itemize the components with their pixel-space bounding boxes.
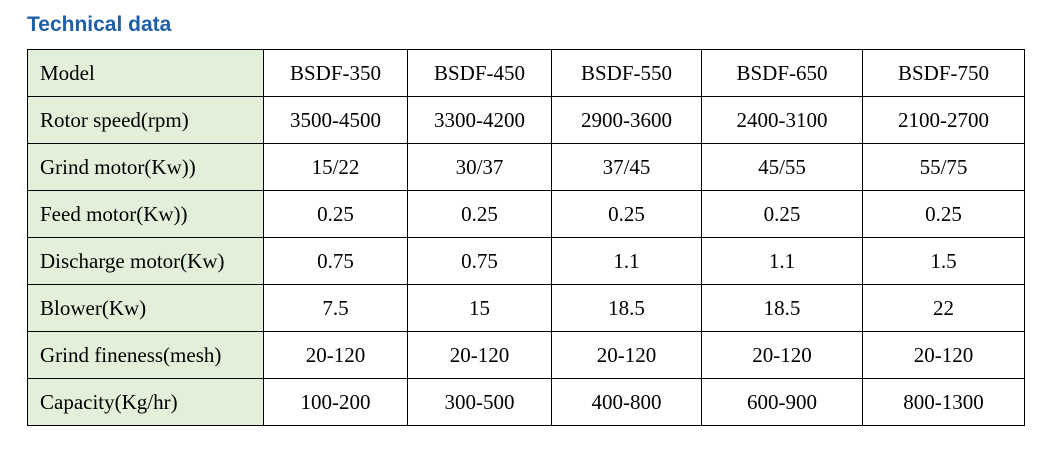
row-label: Blower(Kw) xyxy=(27,284,264,332)
cell: 18.5 xyxy=(701,284,863,332)
cell: 400-800 xyxy=(551,378,702,426)
row-label: Feed motor(Kw)) xyxy=(27,190,264,238)
cell: 20-120 xyxy=(862,331,1025,379)
cell: 20-120 xyxy=(263,331,408,379)
cell: BSDF-650 xyxy=(701,49,863,97)
cell: 20-120 xyxy=(701,331,863,379)
cell: 600-900 xyxy=(701,378,863,426)
cell: BSDF-450 xyxy=(407,49,552,97)
cell: 1.1 xyxy=(551,237,702,285)
cell: BSDF-550 xyxy=(551,49,702,97)
cell: 0.75 xyxy=(263,237,408,285)
cell: 800-1300 xyxy=(862,378,1025,426)
cell: 1.1 xyxy=(701,237,863,285)
cell: 100-200 xyxy=(263,378,408,426)
table-row: Discharge motor(Kw) 0.75 0.75 1.1 1.1 1.5 xyxy=(27,237,1025,285)
row-label: Grind motor(Kw)) xyxy=(27,143,264,191)
cell: 2400-3100 xyxy=(701,96,863,144)
cell: 2900-3600 xyxy=(551,96,702,144)
cell: 300-500 xyxy=(407,378,552,426)
cell: 0.25 xyxy=(263,190,408,238)
row-label: Rotor speed(rpm) xyxy=(27,96,264,144)
cell: BSDF-350 xyxy=(263,49,408,97)
cell: 3500-4500 xyxy=(263,96,408,144)
cell: 0.25 xyxy=(701,190,863,238)
cell: 20-120 xyxy=(407,331,552,379)
table-row: Rotor speed(rpm) 3500-4500 3300-4200 2900-3… xyxy=(27,96,1025,144)
cell: 30/37 xyxy=(407,143,552,191)
row-label: Capacity(Kg/hr) xyxy=(27,378,264,426)
technical-table: Model BSDF-350 BSDF-450 BSDF-550 BSDF-650 BSD… xyxy=(27,49,1025,426)
table-row: Feed motor(Kw)) 0.25 0.25 0.25 0.25 0.25 xyxy=(27,190,1025,238)
cell: 0.25 xyxy=(551,190,702,238)
row-label: Model xyxy=(27,49,264,97)
cell: 0.75 xyxy=(407,237,552,285)
cell: 37/45 xyxy=(551,143,702,191)
table-row: Grind motor(Kw)) 15/22 30/37 37/45 45/55 55/7… xyxy=(27,143,1025,191)
table-row: Blower(Kw) 7.5 15 18.5 18.5 22 xyxy=(27,284,1025,332)
cell: 15 xyxy=(407,284,552,332)
cell: 0.25 xyxy=(407,190,552,238)
table-row: Grind fineness(mesh) 20-120 20-120 20-120 20… xyxy=(27,331,1025,379)
cell: 2100-2700 xyxy=(862,96,1025,144)
title: Technical data xyxy=(27,13,172,36)
cell: 0.25 xyxy=(862,190,1025,238)
cell: BSDF-750 xyxy=(862,49,1025,97)
cell: 45/55 xyxy=(701,143,863,191)
cell: 3300-4200 xyxy=(407,96,552,144)
cell: 18.5 xyxy=(551,284,702,332)
cell: 22 xyxy=(862,284,1025,332)
cell: 1.5 xyxy=(862,237,1025,285)
row-label: Grind fineness(mesh) xyxy=(27,331,264,379)
cell: 7.5 xyxy=(263,284,408,332)
cell: 15/22 xyxy=(263,143,408,191)
cell: 20-120 xyxy=(551,331,702,379)
table-row: Capacity(Kg/hr) 100-200 300-500 400-800 600-… xyxy=(27,378,1025,426)
cell: 55/75 xyxy=(862,143,1025,191)
row-label: Discharge motor(Kw) xyxy=(27,237,264,285)
table-row: Model BSDF-350 BSDF-450 BSDF-550 BSDF-650 BSD… xyxy=(27,49,1025,97)
